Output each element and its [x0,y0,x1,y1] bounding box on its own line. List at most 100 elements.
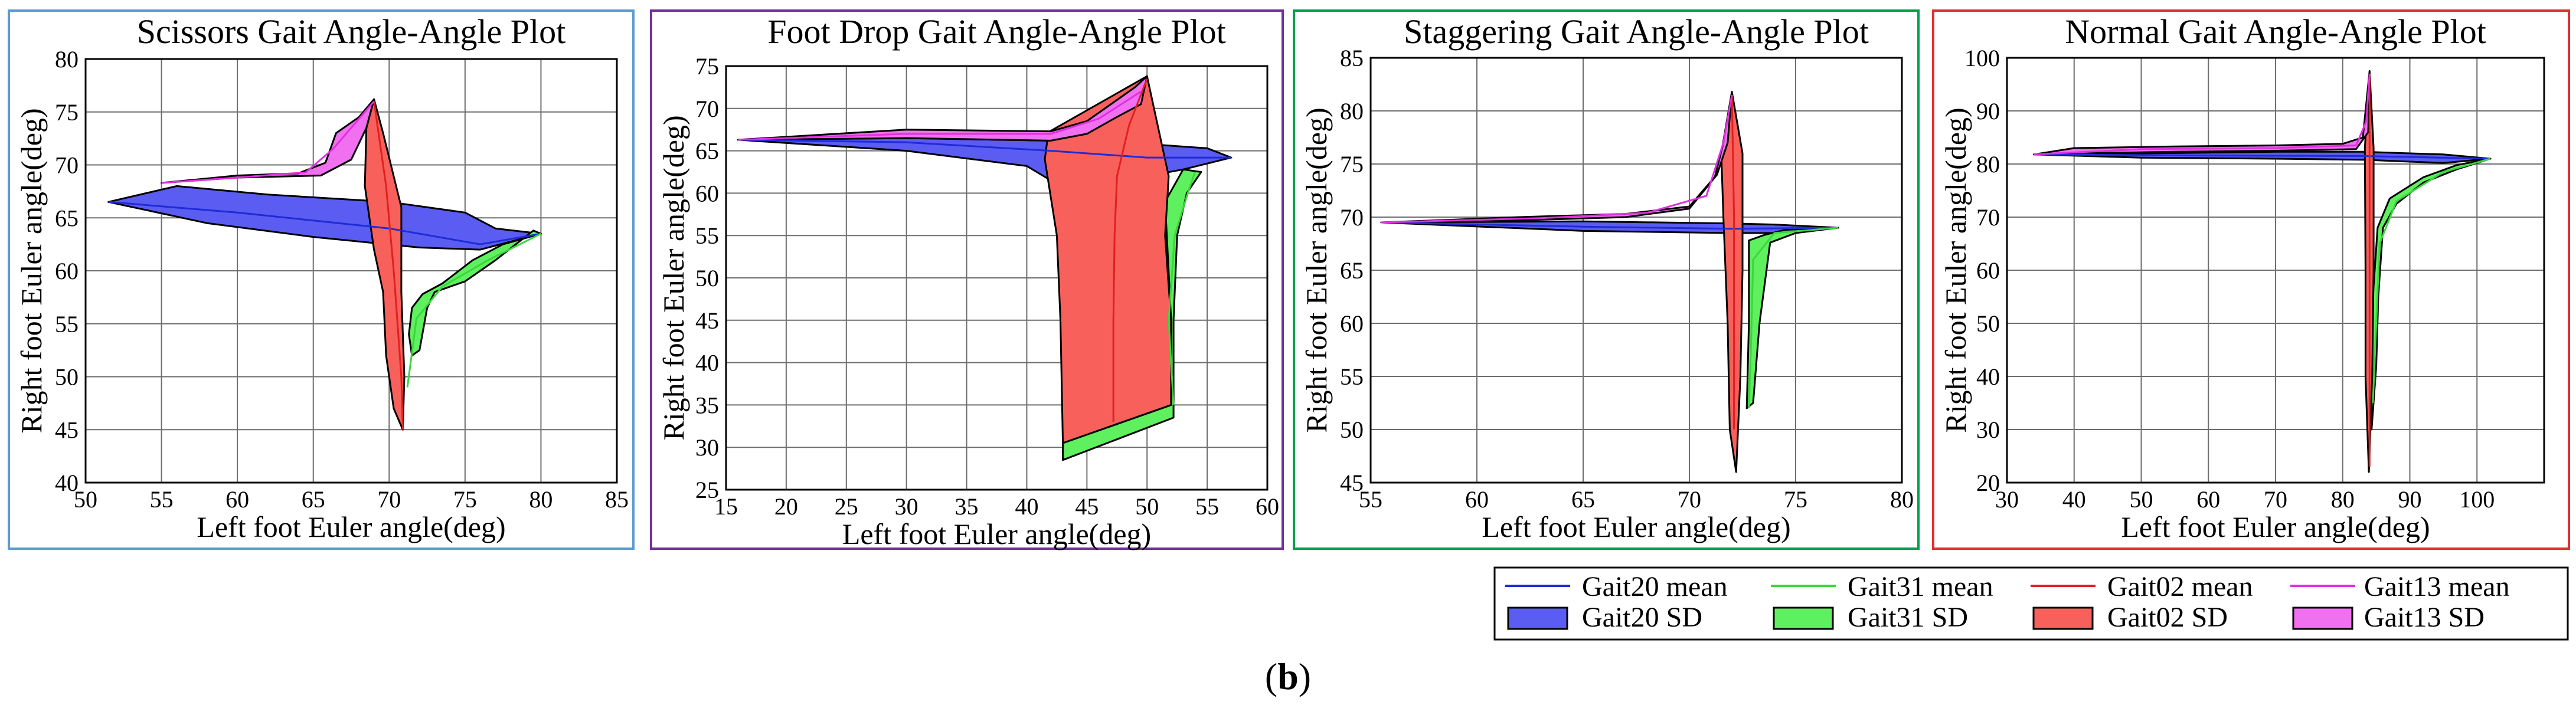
legend-entry-gait20: Gait20 mean Gait20 SD [1505,571,1728,633]
panel1-y-tick-label: 45 [55,417,79,443]
legend-gait31-sd-label: Gait31 SD [1848,602,1968,633]
panel3-title: Staggering Gait Angle-Angle Plot [1404,12,1869,51]
legend: Gait20 mean Gait20 SD Gait31 mean Gait31… [1493,566,2569,641]
panel4-y-tick-label: 40 [1976,363,2000,390]
panel4-y-tick-label: 60 [1976,257,2000,284]
panel2-gait02-mean-line [1112,78,1148,422]
panel3-x-tick-label: 70 [1678,486,1701,513]
panel1-gait02-mean-line [373,101,404,430]
panel4-gait20-mean-line [2034,153,2491,160]
panel2-gait31-mean-line [1168,171,1197,405]
panel2-y-tick-label: 25 [695,477,719,503]
panel4-y-tick-label: 90 [1976,98,2000,124]
panel2-x-tick-label: 55 [1195,493,1219,520]
panel2-y-tick-label: 40 [695,350,719,376]
panel1-x-tick-label: 70 [377,486,401,513]
panel3-x-tick-label: 60 [1465,486,1489,513]
panel2-x-tick-label: 15 [714,493,738,520]
panel2-gait13-sd-band [737,75,1148,142]
legend-gait13-sd-swatch [2292,606,2353,630]
panel2-y-tick-label: 70 [695,96,719,122]
panel4-x-tick-label: 40 [2062,486,2086,513]
panel2-x-tick-label: 20 [774,493,798,520]
panel3-y-tick-label: 85 [1340,45,1364,71]
panel3-y-tick-label: 65 [1340,257,1364,284]
panel4-x-axis-label: Left foot Euler angle(deg) [2121,510,2430,543]
panel2-foot-drop-gait-angle-angle-plot: 15 20 25 30 35 40 45 50 55 60 25 30 35 40 45 50 55 60 65 70… [650,9,1284,550]
panel1-y-tick-label: 65 [55,205,79,231]
panel2-gait13-mean-line [738,90,1142,141]
panel4-axes-frame [2006,57,2545,484]
panel4-y-axis-label: Right foot Euler angle(deg) [1939,107,1972,432]
legend-entry-gait02: Gait02 mean Gait02 SD [2031,571,2253,633]
panel3-axes-frame [1369,57,1903,484]
panel3-y-tick-label: 55 [1340,363,1364,390]
panel3-y-tick-label: 45 [1340,470,1364,496]
panel4-x-tick-label: 90 [2398,486,2422,513]
panel4-x-tick-label: 70 [2264,486,2287,513]
legend-box [1493,566,2569,641]
panel3-x-tick-label: 80 [1890,486,1914,513]
panel2-y-tick-label: 30 [695,434,719,461]
panel4-y-tick-label: 30 [1976,417,2000,443]
panel2-title: Foot Drop Gait Angle-Angle Plot [767,12,1226,51]
panel2-y-tick-label: 65 [695,138,719,165]
panel3-y-tick-label: 70 [1340,204,1364,231]
panel1-x-tick-label: 75 [453,486,477,513]
legend-entry-gait13: Gait13 mean Gait13 SD [2290,571,2510,633]
panel4-title: Normal Gait Angle-Angle Plot [2065,12,2486,51]
panel1-scissors-gait-angle-angle-plot: 50 55 60 65 70 75 80 85 40 45 50 55 60 65 70 75 80 Scisso… [8,9,635,550]
panel4-gait31-mean-line [2372,158,2491,404]
panel3-staggering-gait-angle-angle-plot: 55 60 65 70 75 80 45 50 55 60 65 70 75 80 85 Staggering… [1293,9,1920,550]
panel2-x-tick-label: 45 [1075,493,1099,520]
panel3-x-axis-label: Left foot Euler angle(deg) [1482,510,1790,543]
panel2-x-tick-label: 50 [1135,493,1159,520]
panel3-x-tick-label: 75 [1784,486,1807,513]
panel4-y-tick-label: 20 [1976,470,2000,496]
panel2-x-tick-label: 25 [835,493,858,520]
panel1-x-tick-label: 65 [302,486,325,513]
panel2-x-axis-label: Left foot Euler angle(deg) [842,517,1151,550]
panel4-x-tick-label: 30 [1995,486,2019,513]
panel2-y-axis-label: Right foot Euler angle(deg) [657,115,690,440]
panel3-y-tick-label: 50 [1340,417,1364,443]
panel3-y-tick-label: 80 [1340,98,1364,124]
panel3-gait02-mean-line [1731,94,1735,430]
panel2-y-tick-label: 55 [695,222,719,249]
panel1-gait31-mean-line [406,232,542,388]
legend-gait31-sd-swatch [1773,606,1834,630]
panel4-y-tick-label: 70 [1976,204,2000,231]
panel2-x-tick-label: 30 [895,493,918,520]
panel1-title: Scissors Gait Angle-Angle Plot [137,12,566,51]
panel2-x-tick-label: 60 [1256,493,1279,520]
panel4-gait13-mean-line [2034,73,2371,156]
panel2-x-tick-label: 40 [1015,493,1038,520]
figure-caption: (b) [1265,655,1311,697]
legend-gait20-sd-swatch [1507,606,1568,630]
panel3-y-tick-label: 60 [1340,310,1364,337]
panel3-y-axis-label: Right foot Euler angle(deg) [1300,107,1333,432]
panel3-gait31-sd-band [1745,227,1839,409]
panel1-y-tick-label: 70 [55,152,79,179]
legend-gait20-sd-label: Gait20 SD [1582,602,1702,633]
panel2-x-tick-label: 35 [955,493,979,520]
panel4-x-tick-label: 60 [2196,486,2220,513]
panel2-y-tick-label: 45 [695,307,719,334]
panel3-gait02-sd-band [1720,91,1744,473]
panel1-y-tick-label: 50 [55,364,79,391]
panel1-y-tick-label: 40 [55,470,79,496]
panel2-y-tick-label: 35 [695,392,719,418]
panel1-x-tick-label: 80 [529,486,553,513]
panel2-y-tick-label: 75 [695,53,719,80]
panel4-y-tick-label: 100 [1964,45,2000,71]
panel4-normal-gait-angle-angle-plot: 30 40 50 60 70 80 90 1002030405060708090100Norm… [1932,9,2570,550]
panel2-gait20-mean-line [738,139,1231,159]
panel4-x-tick-label: 50 [2130,486,2153,513]
panel1-x-axis-label: Left foot Euler angle(deg) [197,510,505,543]
panel1-x-tick-label: 55 [150,486,174,513]
panel2-axes-frame [725,65,1269,491]
panel4-y-tick-label: 80 [1976,151,2000,178]
panel1-y-tick-label: 55 [55,311,79,337]
panel4-y-tick-label: 50 [1976,310,2000,337]
panel1-gait13-mean-line [161,100,375,184]
